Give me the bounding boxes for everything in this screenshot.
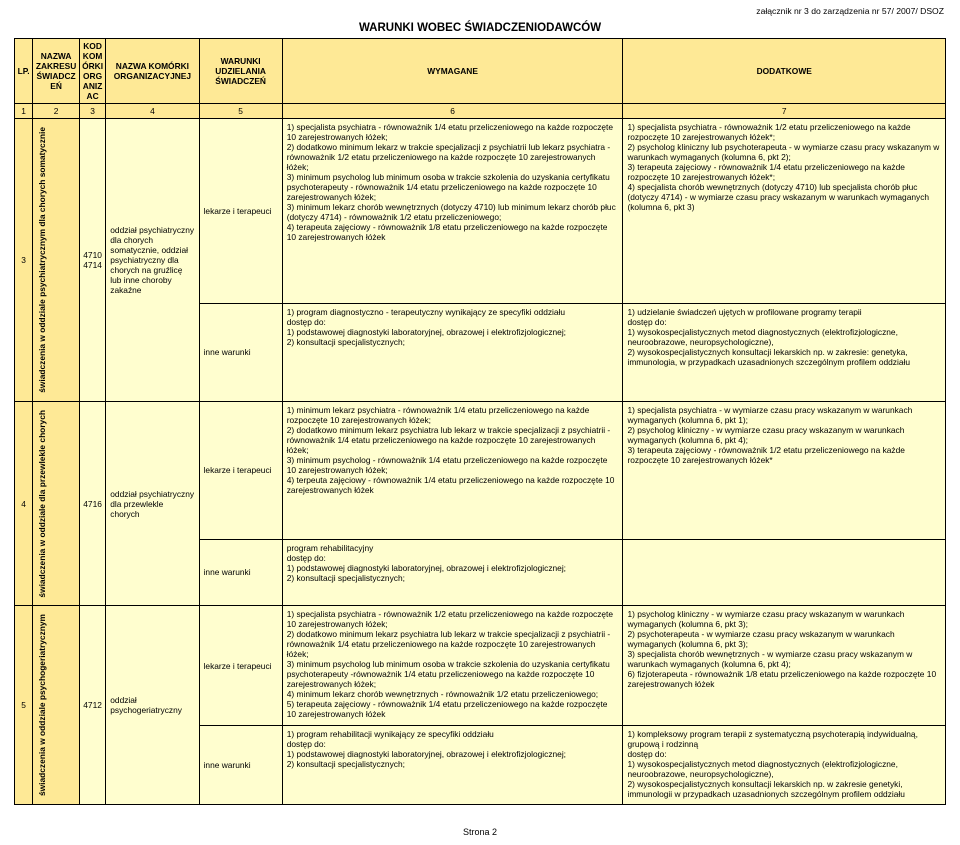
add-cell: 1) psycholog kliniczny - w wymiarze czas…: [623, 606, 946, 726]
name-cell: świadczenia w oddziale psychogeriatryczn…: [33, 606, 80, 805]
num-1: 1: [15, 104, 33, 119]
table-row: 3 świadczenia w oddziale psychiatrycznym…: [15, 119, 946, 304]
lp-cell: 4: [15, 401, 33, 606]
cond-cell: inne warunki: [199, 539, 282, 606]
req-cell: 1) minimum lekarz psychiatra - równoważn…: [282, 401, 623, 539]
unit-cell: oddział psychogeriatryczny: [106, 606, 199, 805]
code-cell: 4712: [79, 606, 105, 805]
num-2: 2: [33, 104, 80, 119]
col-cond: WARUNKI UDZIELANIA ŚWIADCZEŃ: [199, 39, 282, 104]
add-cell: 1) kompleksowy program terapii z systema…: [623, 726, 946, 805]
num-6: 6: [282, 104, 623, 119]
req-cell: 1) specjalista psychiatra - równoważnik …: [282, 119, 623, 304]
conditions-table: LP. NAZWA ZAKRESU ŚWIADCZEŃ KOD KOMÓRKI …: [14, 38, 946, 805]
num-4: 4: [106, 104, 199, 119]
header-row: LP. NAZWA ZAKRESU ŚWIADCZEŃ KOD KOMÓRKI …: [15, 39, 946, 104]
num-3: 3: [79, 104, 105, 119]
cond-cell: inne warunki: [199, 304, 282, 402]
req-cell: program rehabilitacyjny dostęp do: 1) po…: [282, 539, 623, 606]
add-cell: 1) specjalista psychiatra - równoważnik …: [623, 119, 946, 304]
col-name: NAZWA ZAKRESU ŚWIADCZEŃ: [33, 39, 80, 104]
col-lp: LP.: [15, 39, 33, 104]
cond-cell: lekarze i terapeuci: [199, 606, 282, 726]
lp-cell: 5: [15, 606, 33, 805]
cond-cell: lekarze i terapeuci: [199, 401, 282, 539]
name-rot: świadczenia w oddziale psychogeriatryczn…: [35, 608, 49, 802]
document-title: WARUNKI WOBEC ŚWIADCZENIODAWCÓW: [14, 22, 946, 34]
cond-cell: lekarze i terapeuci: [199, 119, 282, 304]
col-add: DODATKOWE: [623, 39, 946, 104]
add-cell: [623, 539, 946, 606]
code-cell: 4716: [79, 401, 105, 606]
num-7: 7: [623, 104, 946, 119]
col-code: KOD KOMÓRKI ORGANIZAC: [79, 39, 105, 104]
cond-cell: inne warunki: [199, 726, 282, 805]
name-cell: świadczenia w oddziale dla przewlekle ch…: [33, 401, 80, 606]
add-cell: 1) udzielanie świadczeń ujętych w profil…: [623, 304, 946, 402]
name-rot: świadczenia w oddziale psychiatrycznym d…: [35, 121, 49, 399]
table-row: 5 świadczenia w oddziale psychogeriatryc…: [15, 606, 946, 726]
req-cell: 1) specjalista psychiatra - równoważnik …: [282, 606, 623, 726]
name-cell: świadczenia w oddziale psychiatrycznym d…: [33, 119, 80, 402]
col-req: WYMAGANE: [282, 39, 623, 104]
table-row: 4 świadczenia w oddziale dla przewlekle …: [15, 401, 946, 539]
unit-cell: oddział psychiatryczny dla przewlekle ch…: [106, 401, 199, 606]
code-cell: 4710 4714: [79, 119, 105, 402]
numbering-row: 1 2 3 4 5 6 7: [15, 104, 946, 119]
name-rot: świadczenia w oddziale dla przewlekle ch…: [35, 404, 49, 604]
page-number: Strona 2: [0, 827, 960, 837]
req-cell: 1) program diagnostyczno - terapeutyczny…: [282, 304, 623, 402]
num-5: 5: [199, 104, 282, 119]
lp-cell: 3: [15, 119, 33, 402]
unit-cell: oddział psychiatryczny dla chorych somat…: [106, 119, 199, 402]
page: załącznik nr 3 do zarządzenia nr 57/ 200…: [0, 0, 960, 845]
col-unit: NAZWA KOMÓRKI ORGANIZACYJNEJ: [106, 39, 199, 104]
req-cell: 1) program rehabilitacji wynikający ze s…: [282, 726, 623, 805]
add-cell: 1) specjalista psychiatra - w wymiarze c…: [623, 401, 946, 539]
attachment-note: załącznik nr 3 do zarządzenia nr 57/ 200…: [14, 6, 946, 16]
